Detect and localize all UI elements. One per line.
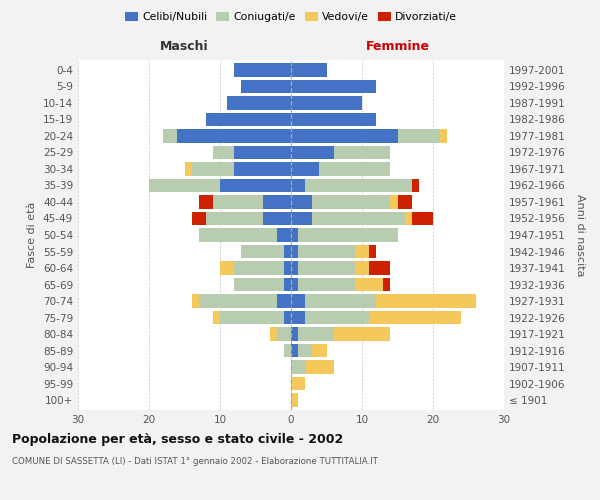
Bar xyxy=(199,195,213,209)
Bar xyxy=(220,311,284,324)
Bar xyxy=(178,129,291,142)
Bar xyxy=(277,228,291,242)
Bar xyxy=(291,195,313,209)
Bar xyxy=(305,360,334,374)
Bar xyxy=(355,261,369,275)
Bar xyxy=(241,244,284,258)
Bar xyxy=(291,394,298,407)
Bar xyxy=(412,212,433,226)
Bar xyxy=(355,278,383,291)
Bar xyxy=(334,146,391,159)
Bar xyxy=(284,344,291,358)
Bar xyxy=(305,178,412,192)
Bar xyxy=(291,311,305,324)
Bar xyxy=(149,178,220,192)
Bar xyxy=(213,311,220,324)
Bar xyxy=(291,228,298,242)
Bar xyxy=(313,344,326,358)
Bar xyxy=(376,294,476,308)
Bar xyxy=(191,294,199,308)
Bar xyxy=(369,311,461,324)
Bar xyxy=(270,328,277,341)
Bar xyxy=(213,146,234,159)
Text: Maschi: Maschi xyxy=(160,40,209,53)
Bar xyxy=(284,261,291,275)
Bar xyxy=(291,80,376,93)
Bar xyxy=(391,195,398,209)
Bar xyxy=(291,112,376,126)
Bar xyxy=(305,311,369,324)
Bar xyxy=(241,80,291,93)
Y-axis label: Fasce di età: Fasce di età xyxy=(28,202,37,268)
Bar xyxy=(291,328,298,341)
Bar xyxy=(277,328,291,341)
Text: COMUNE DI SASSETTA (LI) - Dati ISTAT 1° gennaio 2002 - Elaborazione TUTTITALIA.I: COMUNE DI SASSETTA (LI) - Dati ISTAT 1° … xyxy=(12,458,378,466)
Bar xyxy=(227,96,291,110)
Bar xyxy=(440,129,447,142)
Bar xyxy=(234,162,291,175)
Bar xyxy=(291,212,313,226)
Text: Femmine: Femmine xyxy=(365,40,430,53)
Bar xyxy=(404,212,412,226)
Bar xyxy=(277,294,291,308)
Bar xyxy=(284,311,291,324)
Bar xyxy=(291,294,305,308)
Bar xyxy=(355,244,369,258)
Bar xyxy=(291,129,398,142)
Bar xyxy=(291,344,298,358)
Bar xyxy=(291,377,305,390)
Bar xyxy=(291,96,362,110)
Bar xyxy=(234,63,291,76)
Bar xyxy=(284,244,291,258)
Bar xyxy=(213,195,263,209)
Bar xyxy=(234,261,284,275)
Bar xyxy=(291,278,298,291)
Bar xyxy=(298,328,334,341)
Text: Popolazione per età, sesso e stato civile - 2002: Popolazione per età, sesso e stato civil… xyxy=(12,432,343,446)
Bar xyxy=(199,228,277,242)
Bar xyxy=(298,244,355,258)
Bar xyxy=(313,212,404,226)
Bar xyxy=(313,195,391,209)
Bar xyxy=(291,178,305,192)
Bar xyxy=(298,261,355,275)
Bar xyxy=(291,63,326,76)
Bar xyxy=(234,146,291,159)
Bar xyxy=(220,178,291,192)
Bar xyxy=(185,162,191,175)
Bar xyxy=(291,360,305,374)
Bar xyxy=(298,228,398,242)
Bar xyxy=(305,294,376,308)
Legend: Celibi/Nubili, Coniugati/e, Vedovi/e, Divorziati/e: Celibi/Nubili, Coniugati/e, Vedovi/e, Di… xyxy=(123,10,459,24)
Bar xyxy=(206,212,263,226)
Bar xyxy=(199,294,277,308)
Bar xyxy=(291,146,334,159)
Bar xyxy=(163,129,178,142)
Bar xyxy=(334,328,391,341)
Bar xyxy=(206,112,291,126)
Bar xyxy=(398,195,412,209)
Bar xyxy=(263,212,291,226)
Bar xyxy=(284,278,291,291)
Bar xyxy=(412,178,419,192)
Bar xyxy=(191,162,234,175)
Bar xyxy=(298,278,355,291)
Bar xyxy=(234,278,284,291)
Bar xyxy=(191,212,206,226)
Bar xyxy=(291,162,319,175)
Y-axis label: Anni di nascita: Anni di nascita xyxy=(575,194,585,276)
Bar xyxy=(383,278,391,291)
Bar xyxy=(263,195,291,209)
Bar xyxy=(319,162,391,175)
Bar xyxy=(291,244,298,258)
Bar xyxy=(220,261,234,275)
Bar xyxy=(369,261,391,275)
Bar xyxy=(298,344,313,358)
Bar xyxy=(398,129,440,142)
Bar xyxy=(291,261,298,275)
Bar xyxy=(369,244,376,258)
